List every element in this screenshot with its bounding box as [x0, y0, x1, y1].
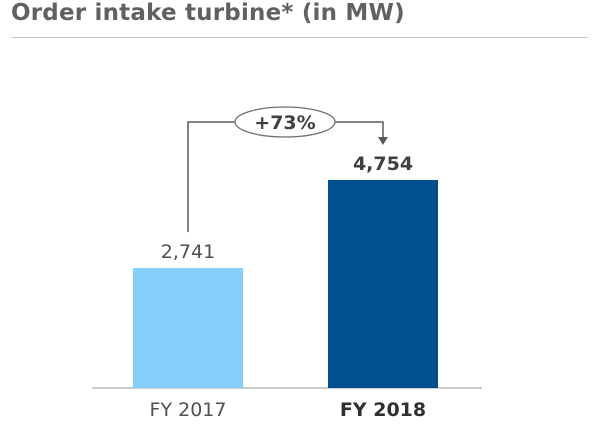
value-label-fy-2017: 2,741 — [161, 241, 215, 263]
bar-fy-2017 — [133, 268, 243, 388]
category-label-fy-2017: FY 2017 — [150, 399, 227, 421]
bar-fy-2018 — [328, 180, 438, 388]
chart-title: Order intake turbine* (in MW) — [11, 0, 405, 26]
title-divider — [11, 37, 588, 38]
growth-label: +73% — [254, 112, 315, 134]
value-label-fy-2018: 4,754 — [353, 153, 413, 175]
arrowhead-icon — [378, 137, 388, 145]
growth-badge — [234, 106, 336, 138]
category-label-fy-2018: FY 2018 — [340, 399, 426, 421]
